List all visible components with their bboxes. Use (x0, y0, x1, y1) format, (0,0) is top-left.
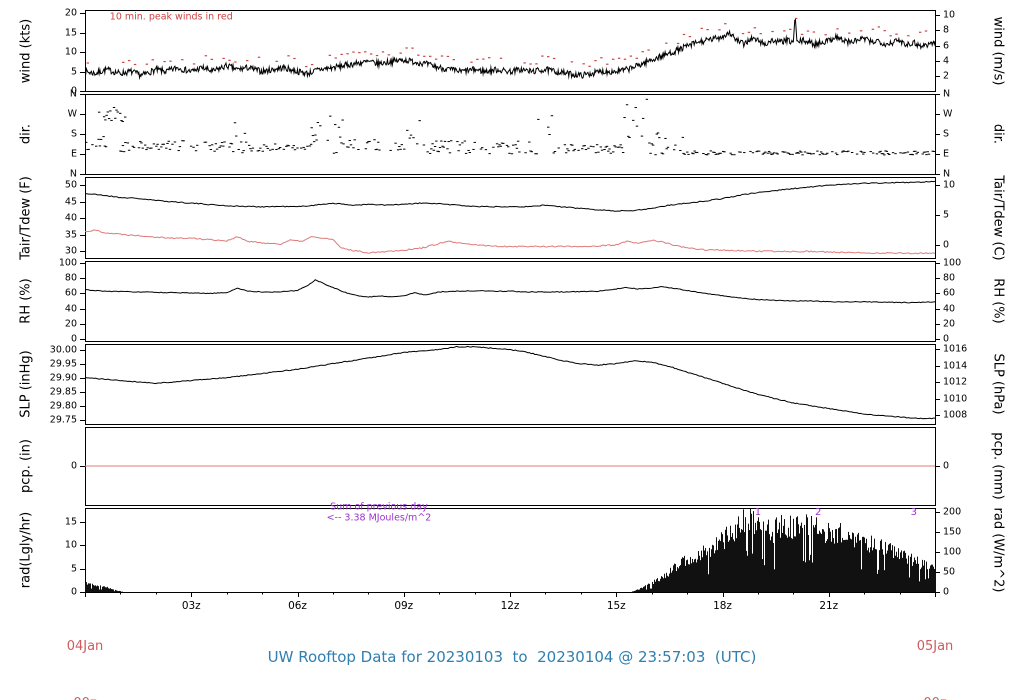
y-tick-left-wind_direction: E (70, 148, 77, 160)
y-tick-right-solar_radiation: 150 (943, 526, 962, 538)
y-tick-left-sea_level_pressure: 29.95 (49, 357, 77, 369)
y-tick-right-relative_humidity: 80 (943, 272, 956, 284)
y-tick-left-temperature: 40 (64, 212, 77, 224)
y-tick-right-wind_speed: 10 (943, 9, 956, 21)
axis-label-right-wind_speed: wind (m/s) (990, 16, 1006, 85)
y-tick-right-sea_level_pressure: 1008 (943, 409, 968, 421)
axis-label-right-precipitation: pcp. (mm) (990, 432, 1006, 500)
y-tick-left-temperature: 30 (64, 245, 77, 257)
y-tick-left-relative_humidity: 60 (64, 287, 77, 299)
x-tick-label-03z: 03z (181, 600, 201, 612)
y-tick-left-sea_level_pressure: 30.00 (49, 343, 77, 355)
y-tick-left-wind_direction: W (67, 108, 77, 120)
y-tick-left-relative_humidity: 80 (64, 272, 77, 284)
y-tick-right-temperature: 10 (943, 179, 956, 191)
axis-label-left-temperature: Tair/Tdew (F) (18, 175, 34, 260)
y-tick-right-wind_speed: 6 (943, 39, 950, 51)
rad-marker-3: 3 (910, 507, 917, 518)
peak-winds-note: 10 min. peak winds in red (109, 11, 233, 23)
y-tick-right-relative_humidity: 20 (943, 317, 956, 329)
y-tick-right-sea_level_pressure: 1014 (943, 359, 968, 371)
x-tick-label-09z: 09z (394, 600, 414, 612)
y-tick-left-sea_level_pressure: 29.75 (49, 414, 77, 426)
axis-label-right-wind_direction: dir. (990, 123, 1006, 145)
y-tick-right-sea_level_pressure: 1012 (943, 376, 968, 388)
x-axis-start-date-day: 04Jan (66, 639, 104, 654)
chart-title: UW Rooftop Data for 20230103 to 20230104… (267, 648, 757, 666)
y-tick-right-wind_direction: N (943, 88, 951, 100)
y-tick-right-wind_direction: E (943, 148, 950, 160)
axis-label-left-relative_humidity: RH (%) (18, 278, 34, 324)
y-tick-right-relative_humidity: 100 (943, 257, 962, 269)
axis-label-left-precipitation: pcp. (in) (18, 439, 34, 493)
y-tick-left-wind_speed: 5 (70, 65, 77, 77)
y-tick-left-wind_direction: S (70, 128, 77, 140)
x-axis-end-date-day: 05Jan (916, 639, 954, 654)
y-tick-left-temperature: 35 (64, 229, 77, 241)
y-tick-left-solar_radiation: 0 (70, 586, 77, 598)
axis-label-left-wind_speed: wind (kts) (18, 18, 34, 83)
y-tick-left-sea_level_pressure: 29.90 (49, 371, 77, 383)
y-tick-right-wind_speed: 4 (943, 54, 950, 66)
y-tick-right-wind_direction: W (943, 108, 953, 120)
y-tick-left-wind_speed: 0 (70, 85, 77, 97)
x-tick-label-21z: 21z (819, 600, 839, 612)
y-tick-left-precipitation: 0 (70, 460, 77, 472)
y-tick-left-relative_humidity: 40 (64, 302, 77, 314)
x-axis-end-date-hour: 00z (917, 694, 954, 700)
y-tick-right-sea_level_pressure: 1010 (943, 392, 968, 404)
axis-label-right-relative_humidity: RH (%) (990, 278, 1006, 324)
y-tick-right-relative_humidity: 0 (943, 332, 950, 344)
y-tick-left-wind_speed: 10 (64, 46, 77, 58)
rad-marker-2: 2 (814, 507, 822, 518)
y-tick-left-temperature: 50 (64, 179, 77, 191)
y-tick-right-solar_radiation: 100 (943, 546, 962, 558)
y-tick-right-solar_radiation: 0 (943, 586, 950, 598)
x-tick-label-18z: 18z (713, 600, 732, 612)
x-tick-label-15z: 15z (606, 600, 626, 612)
y-tick-left-relative_humidity: 0 (70, 332, 77, 344)
axis-label-left-sea_level_pressure: SLP (inHg) (18, 350, 34, 418)
y-tick-right-wind_speed: 8 (943, 24, 950, 36)
y-tick-right-solar_radiation: 200 (943, 505, 962, 517)
y-tick-right-wind_direction: S (943, 128, 950, 140)
x-axis-start-date-hour: 00z (67, 694, 104, 700)
y-tick-right-temperature: 0 (943, 239, 950, 251)
y-tick-right-relative_humidity: 60 (943, 287, 956, 299)
y-tick-right-temperature: 5 (943, 209, 950, 221)
x-tick-label-06z: 06z (288, 600, 307, 612)
axis-label-left-solar_radiation: rad(Lgly/hr) (18, 511, 34, 589)
y-tick-left-solar_radiation: 5 (70, 562, 77, 574)
y-tick-left-wind_speed: 20 (64, 7, 77, 19)
y-tick-left-solar_radiation: 15 (64, 516, 77, 528)
axis-label-left-wind_direction: dir. (18, 123, 34, 145)
y-tick-left-wind_direction: N (69, 88, 77, 100)
y-tick-right-wind_speed: 2 (943, 70, 950, 82)
y-tick-left-relative_humidity: 20 (64, 317, 77, 329)
y-tick-left-solar_radiation: 10 (64, 539, 77, 551)
axis-label-right-temperature: Tair/Tdew (C) (990, 174, 1006, 261)
y-tick-left-sea_level_pressure: 29.85 (49, 385, 77, 397)
y-tick-right-sea_level_pressure: 1016 (943, 343, 968, 355)
x-tick-label-12z: 12z (500, 600, 520, 612)
y-tick-right-precipitation: 0 (943, 460, 950, 472)
y-tick-left-temperature: 45 (64, 196, 77, 208)
rad-sum-note-line2: <-- 3.38 MJoules/m^2 (326, 512, 432, 524)
axis-label-right-solar_radiation: rad (W/m^2) (990, 507, 1006, 593)
x-axis-start-date: 04Jan 00z (67, 599, 104, 700)
y-tick-right-relative_humidity: 40 (943, 302, 956, 314)
y-tick-left-wind_speed: 15 (64, 26, 77, 38)
y-tick-left-relative_humidity: 100 (58, 257, 77, 269)
axis-label-right-sea_level_pressure: SLP (hPa) (990, 353, 1006, 415)
y-tick-right-solar_radiation: 50 (943, 566, 956, 578)
rad-marker-1: 1 (754, 507, 762, 518)
x-axis-end-date: 05Jan 00z (917, 599, 954, 700)
y-tick-right-wind_direction: N (943, 168, 951, 180)
y-tick-left-wind_direction: N (69, 168, 77, 180)
rad-sum-note-line1: Sum of previous day (330, 501, 428, 513)
y-tick-left-sea_level_pressure: 29.80 (49, 400, 77, 411)
